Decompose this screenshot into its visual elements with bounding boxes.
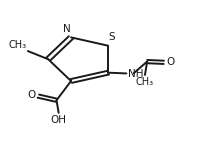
Text: CH₃: CH₃ [9,40,27,50]
Text: O: O [166,57,175,67]
Text: S: S [109,32,115,42]
Text: N: N [63,24,71,34]
Text: O: O [28,90,36,100]
Text: CH₃: CH₃ [136,77,154,87]
Text: OH: OH [51,115,67,125]
Text: NH: NH [128,69,144,79]
